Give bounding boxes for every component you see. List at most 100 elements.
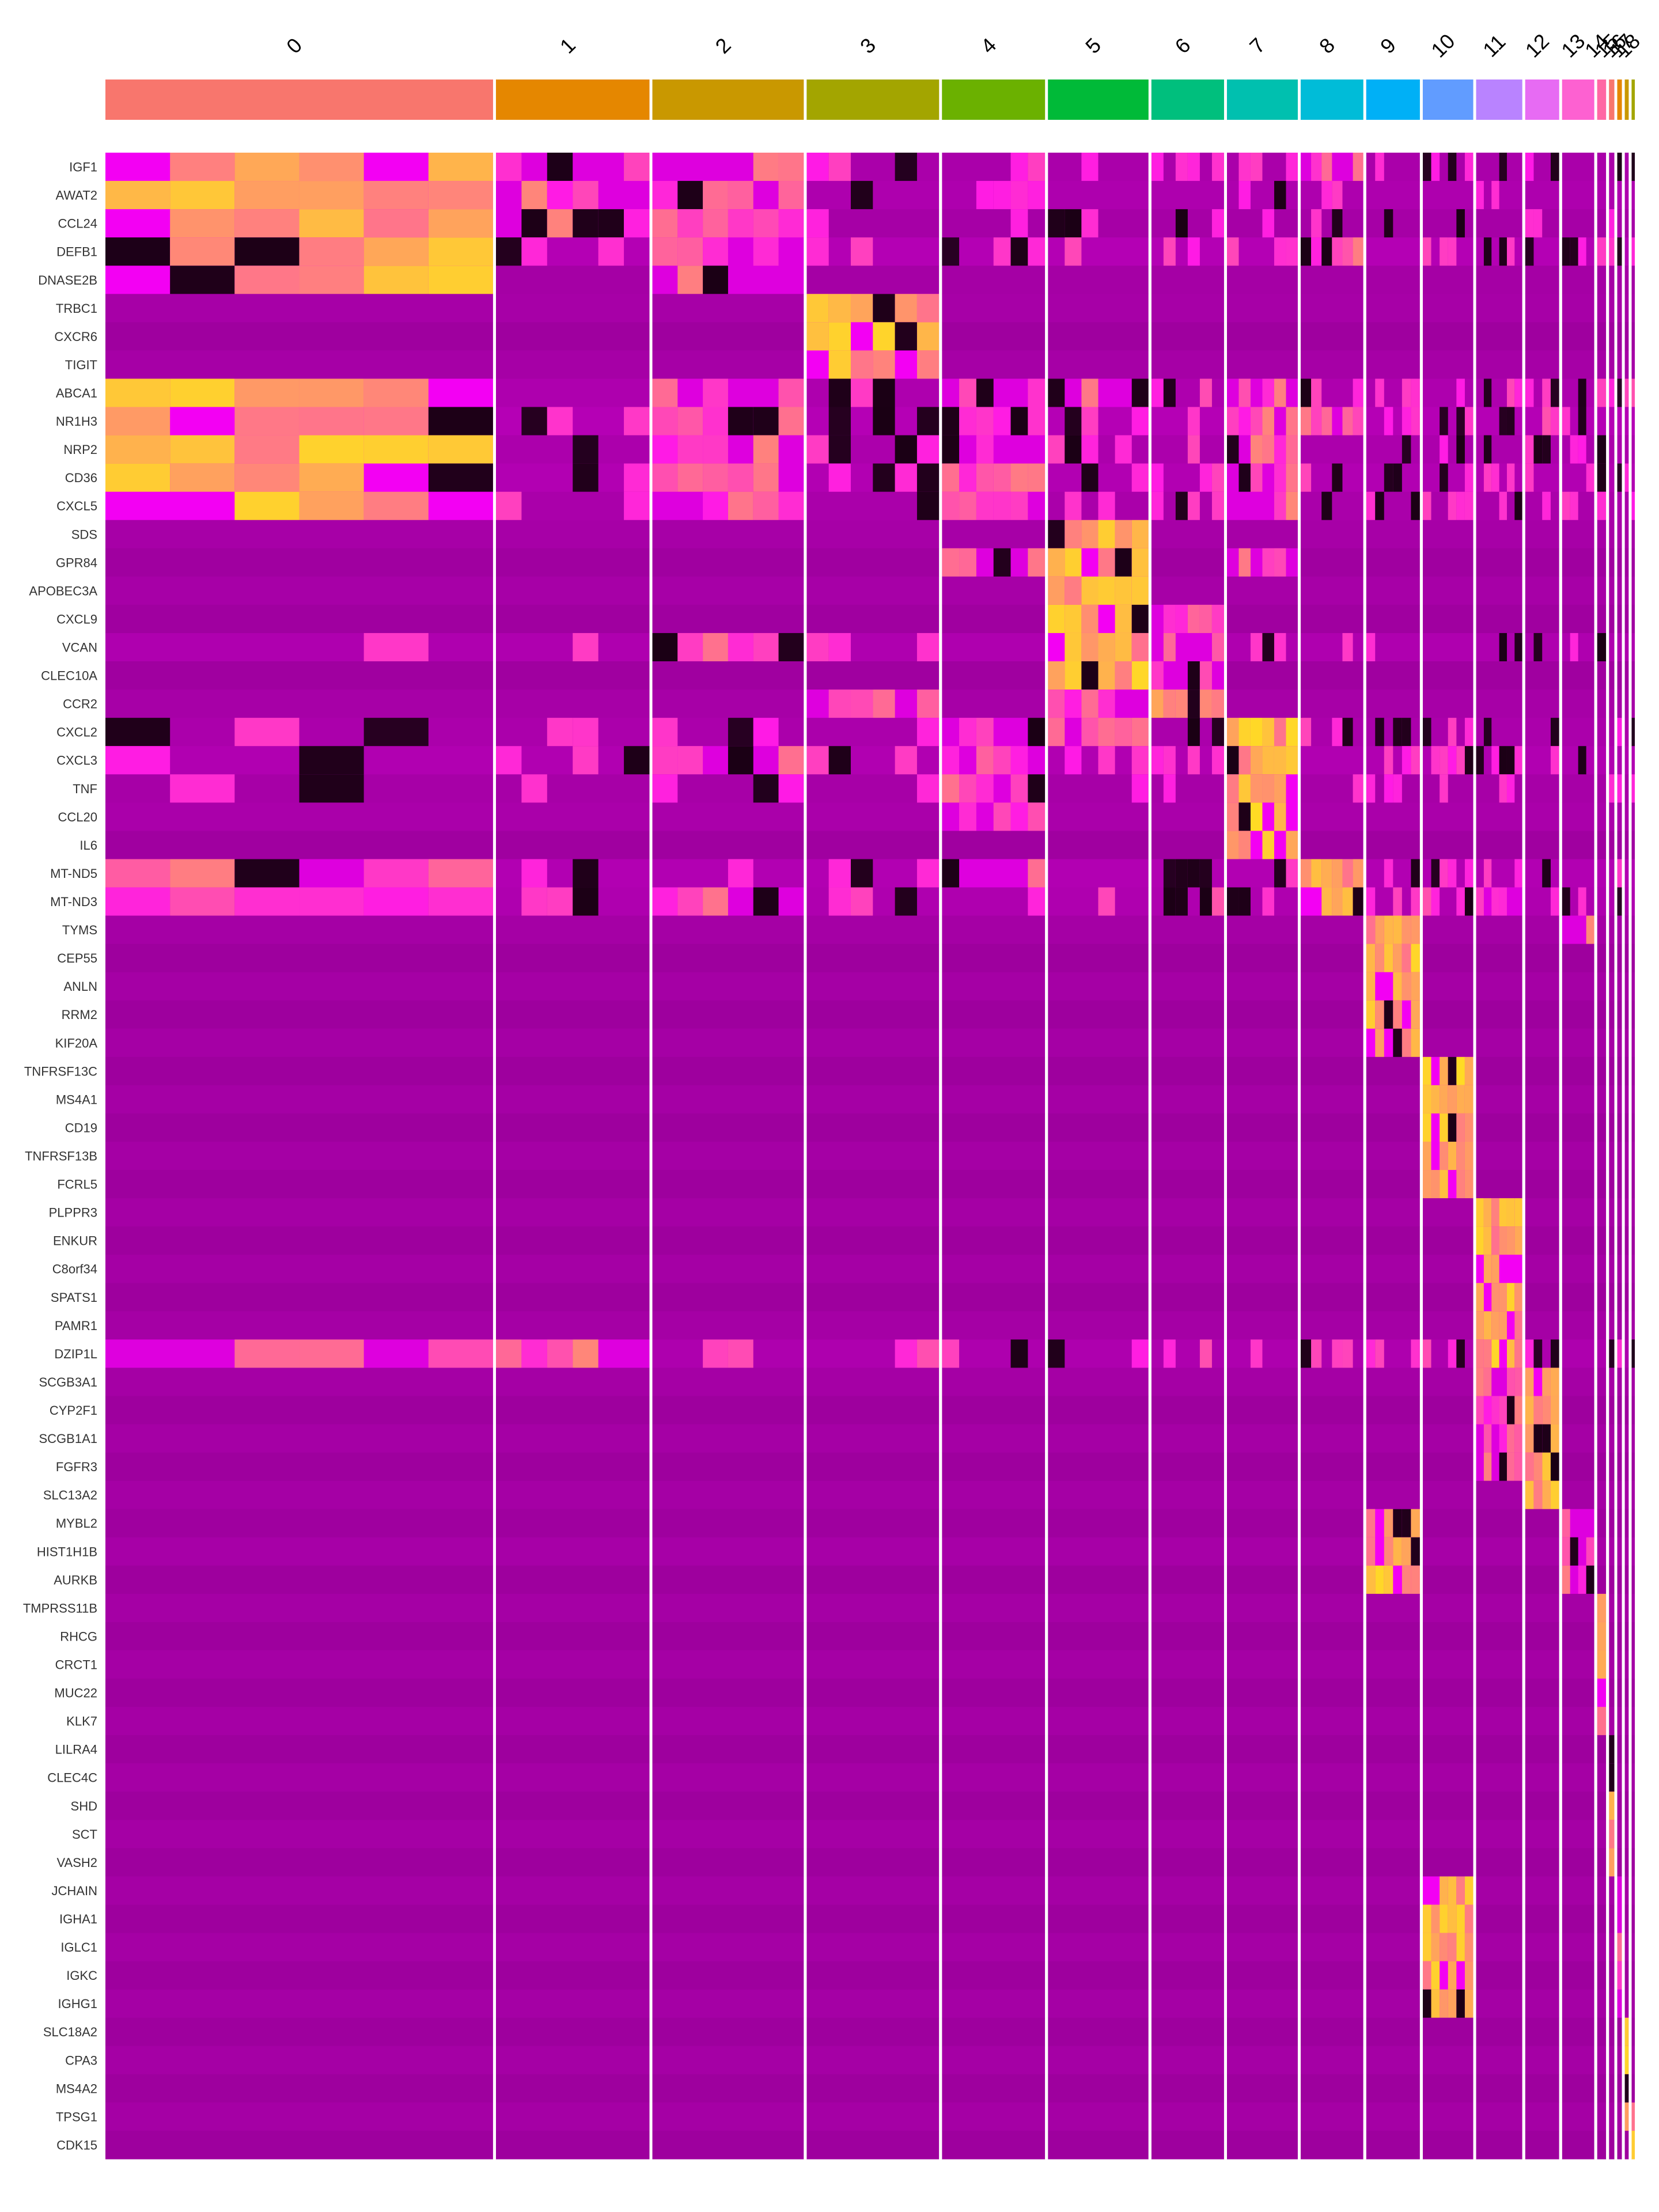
cell-MS4A2-c15 <box>1609 2074 1615 2103</box>
cell-mark-CLEC10A-c6-3 <box>1187 661 1200 690</box>
cell-MT-ND5-c18 <box>1631 859 1635 888</box>
cell-TIGIT-c8 <box>1300 350 1363 379</box>
cell-mark-CXCL3-c5-1 <box>1065 746 1082 775</box>
cell-SCGB3A1-c10 <box>1422 1368 1474 1396</box>
cell-TNFRSF13B-c15 <box>1609 1141 1615 1171</box>
cell-IGKC-c1 <box>495 1961 650 1990</box>
cell-mark-TNF-c15-0 <box>1609 774 1615 803</box>
cell-mark-PLPPR3-c11-2 <box>1491 1198 1499 1227</box>
cell-mark-RRM2-c9-5 <box>1411 1000 1420 1029</box>
cell-mark-MYBL2-c9-4 <box>1402 1509 1411 1538</box>
cell-MT-ND5-c15 <box>1609 859 1615 888</box>
cell-mark-ABCA1-c9-1 <box>1375 378 1384 408</box>
cell-CXCR6-c12 <box>1525 322 1559 351</box>
cell-CRCT1-c6 <box>1151 1650 1224 1679</box>
cell-mark-NR1H3-c10-4 <box>1456 407 1465 436</box>
cell-CDK15-c0 <box>105 2130 493 2160</box>
cell-SCGB3A1-c6 <box>1151 1368 1224 1396</box>
cell-CXCR6-c14 <box>1597 322 1607 351</box>
cell-RHCG-c4 <box>942 1622 1046 1651</box>
cell-CCL20-c14 <box>1597 802 1607 831</box>
cell-FGFR3-c17 <box>1624 1452 1629 1482</box>
cell-MS4A2-c1 <box>495 2074 650 2103</box>
cell-mark-CEP55-c9-3 <box>1393 944 1402 973</box>
cell-SLC18A2-c12 <box>1525 2017 1559 2047</box>
cell-SCGB1A1-c1 <box>495 1424 650 1453</box>
cell-FGFR3-c15 <box>1609 1452 1615 1482</box>
cell-VASH2-c14 <box>1597 1848 1607 1877</box>
cell-TNF-c8 <box>1300 774 1363 803</box>
cell-mark-PLPPR3-c11-0 <box>1476 1198 1484 1227</box>
cell-CLEC4C-c6 <box>1151 1763 1224 1792</box>
cell-mark-CCR2-c6-0 <box>1151 690 1164 718</box>
cell-mark-CD36-c0-3 <box>299 463 364 493</box>
cell-SLC13A2-c3 <box>806 1480 940 1510</box>
cell-mark-ABCA1-c16-0 <box>1617 378 1622 408</box>
cell-mark-DZIP1L-c11-5 <box>1514 1339 1522 1368</box>
cell-mark-DEFB1-c16-0 <box>1617 237 1622 266</box>
cell-CYP2F1-c4 <box>942 1396 1046 1425</box>
cell-mark-CD36-c4-1 <box>959 463 976 493</box>
cell-mark-HIST1H1B-c13-1 <box>1570 1537 1578 1566</box>
cell-SCT-c6 <box>1151 1820 1224 1849</box>
cell-mark-MT-ND3-c11-3 <box>1499 887 1507 916</box>
cell-TPSG1-c12 <box>1525 2102 1559 2131</box>
cell-VCAN-c8 <box>1300 632 1363 662</box>
cell-CCR2-c11 <box>1476 690 1522 718</box>
cell-MS4A1-c14 <box>1597 1085 1607 1114</box>
cell-mark-MT-ND3-c2-4 <box>753 887 779 916</box>
cell-DNASE2B-c13 <box>1562 266 1594 294</box>
cell-SHD-c3 <box>806 1791 940 1820</box>
cell-mark-MT-ND5-c8-5 <box>1353 859 1363 888</box>
cell-mark-FGFR3-c11-4 <box>1506 1452 1515 1482</box>
cluster-separator-17 <box>1628 153 1632 2159</box>
cell-IGHA1-c5 <box>1048 1904 1149 1934</box>
cell-mark-DZIP1L-c9-0 <box>1366 1339 1376 1368</box>
cell-mark-MT-ND5-c11-5 <box>1514 859 1522 888</box>
cell-mark-CD36-c0-2 <box>234 463 300 493</box>
cell-SCGB3A1-c7 <box>1226 1368 1298 1396</box>
cluster-label-6: 6 <box>1170 33 1195 58</box>
cell-mark-LILRA4-c15-0 <box>1609 1735 1615 1764</box>
cell-FGFR3-c3 <box>806 1452 940 1482</box>
cell-TPSG1-c4 <box>942 2102 1046 2131</box>
cell-CEP55-c7 <box>1226 944 1298 973</box>
cell-SDS-c17 <box>1624 520 1629 549</box>
cell-mark-DEFB1-c2-2 <box>703 237 728 266</box>
cell-IL6-c0 <box>105 831 493 859</box>
cell-mark-SLC13A2-c12-0 <box>1525 1480 1534 1510</box>
cell-C8orf34-c9 <box>1366 1255 1420 1283</box>
cell-TMPRSS11B-c5 <box>1048 1593 1149 1623</box>
cell-mark-IGLC1-c10-3 <box>1448 1933 1457 1962</box>
cell-mark-CD36-c12-0 <box>1525 463 1534 493</box>
cell-mark-VASH2-c15-0 <box>1609 1848 1615 1877</box>
cell-TIGIT-c10 <box>1422 350 1474 379</box>
cell-mark-DZIP1L-c3-4 <box>895 1339 917 1368</box>
cell-SPATS1-c1 <box>495 1283 650 1312</box>
cell-mark-NR1H3-c9-2 <box>1384 407 1393 436</box>
cell-CXCL2-c15 <box>1609 718 1615 747</box>
cell-mark-MS4A1-c10-4 <box>1456 1085 1465 1114</box>
cell-CCL20-c17 <box>1624 802 1629 831</box>
cell-TPSG1-c8 <box>1300 2102 1363 2131</box>
cell-mark-NRP2-c2-4 <box>753 435 779 464</box>
cell-mark-MT-ND3-c3-2 <box>850 887 873 916</box>
cell-CPA3-c18 <box>1631 2046 1635 2075</box>
cell-mark-TNFRSF13B-c10-3 <box>1448 1141 1457 1171</box>
cell-IL6-c6 <box>1151 831 1224 859</box>
cell-ENKUR-c1 <box>495 1226 650 1255</box>
cell-mark-TIGIT-c3-5 <box>916 350 940 379</box>
cell-mark-MT-ND5-c0-5 <box>428 859 493 888</box>
cell-mark-NRP2-c2-2 <box>703 435 728 464</box>
cell-AURKB-c5 <box>1048 1565 1149 1594</box>
cell-mark-CCL24-c9-2 <box>1384 209 1393 238</box>
cell-IGKC-c9 <box>1366 1961 1420 1990</box>
cell-mark-ABCA1-c11-1 <box>1483 378 1492 408</box>
cell-SLC18A2-c9 <box>1366 2017 1420 2047</box>
cell-VCAN-c17 <box>1624 632 1629 662</box>
cell-mark-IGHA1-c10-1 <box>1431 1904 1440 1934</box>
cell-mark-CXCL3-c0-0 <box>105 746 171 775</box>
cell-CCL24-c11 <box>1476 209 1522 238</box>
cell-mark-IGHA1-c10-4 <box>1456 1904 1465 1934</box>
cell-TRBC1-c8 <box>1300 294 1363 323</box>
